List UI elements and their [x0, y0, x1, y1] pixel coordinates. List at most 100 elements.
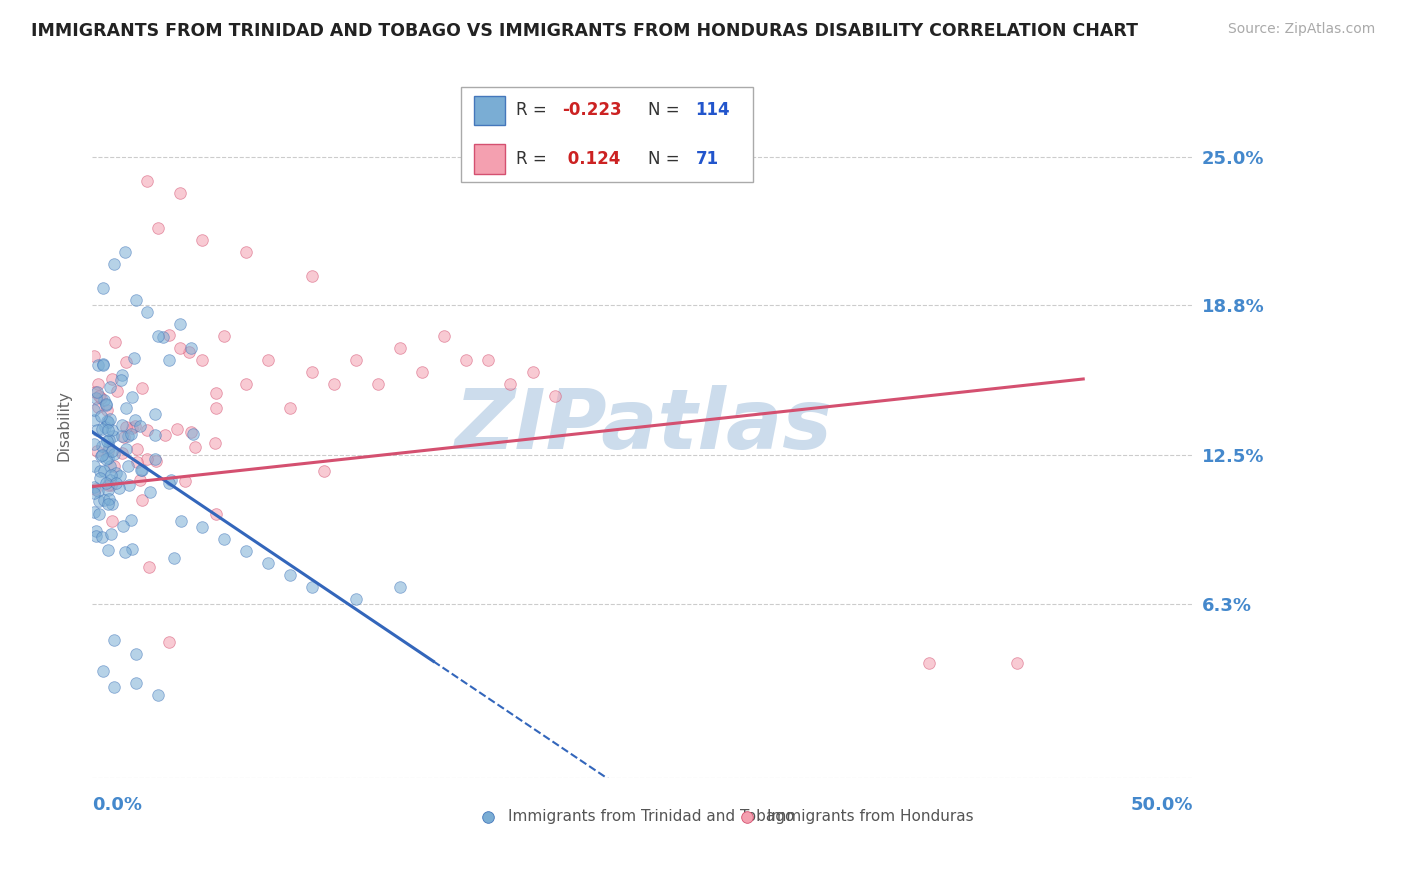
- Point: [93, 419, 115, 434]
- Point: [120, 426, 142, 441]
- Point: [477, 352, 499, 367]
- Point: [121, 421, 143, 435]
- Point: [169, 341, 191, 355]
- Point: [131, 463, 153, 477]
- Point: [104, 476, 127, 491]
- Text: N =: N =: [648, 102, 679, 120]
- Point: [257, 556, 280, 570]
- Point: [184, 441, 207, 455]
- Point: [84, 529, 107, 543]
- Point: [136, 173, 159, 187]
- Point: [98, 412, 121, 426]
- Point: [1392, 879, 1406, 892]
- Point: [101, 429, 124, 443]
- Point: [120, 513, 142, 527]
- Text: 71: 71: [696, 150, 718, 168]
- Point: [97, 440, 120, 454]
- Point: [101, 497, 124, 511]
- Point: [522, 365, 544, 379]
- Point: [157, 635, 180, 649]
- Point: [124, 419, 146, 434]
- Point: [96, 444, 118, 458]
- Point: [93, 464, 115, 478]
- Point: [169, 514, 191, 528]
- Point: [89, 464, 111, 478]
- Point: [411, 365, 433, 379]
- Point: [129, 418, 152, 433]
- Point: [87, 358, 110, 372]
- Point: [121, 390, 143, 404]
- Point: [83, 437, 105, 451]
- Point: [87, 508, 110, 522]
- Point: [191, 352, 214, 367]
- Point: [100, 443, 122, 458]
- Point: [107, 481, 129, 495]
- Point: [83, 486, 105, 500]
- Point: [131, 381, 153, 395]
- Point: [103, 632, 125, 647]
- Point: [83, 458, 105, 473]
- Point: [97, 491, 120, 506]
- Point: [96, 403, 118, 417]
- Point: [344, 352, 367, 367]
- Point: [205, 401, 228, 416]
- Point: [98, 473, 121, 487]
- Point: [204, 436, 226, 450]
- Point: [115, 401, 138, 416]
- Point: [84, 524, 107, 539]
- Point: [143, 428, 166, 442]
- Point: [278, 568, 301, 582]
- Point: [115, 355, 138, 369]
- Point: [169, 317, 191, 331]
- Point: [191, 233, 214, 247]
- Text: Source: ZipAtlas.com: Source: ZipAtlas.com: [1227, 22, 1375, 37]
- Point: [157, 352, 180, 367]
- Point: [143, 408, 166, 422]
- Point: [918, 657, 941, 671]
- Point: [103, 459, 125, 474]
- Point: [235, 544, 257, 558]
- Point: [543, 389, 565, 403]
- Point: [100, 423, 122, 437]
- Point: [100, 478, 122, 492]
- Point: [112, 518, 135, 533]
- Point: [235, 245, 257, 260]
- Point: [97, 424, 120, 438]
- Point: [84, 391, 107, 405]
- Point: [257, 352, 280, 367]
- Point: [100, 527, 122, 541]
- Point: [93, 492, 115, 507]
- Point: [117, 478, 139, 492]
- Point: [389, 341, 412, 355]
- Point: [125, 647, 148, 661]
- Point: [87, 400, 110, 414]
- Point: [89, 471, 111, 485]
- Point: [122, 351, 145, 365]
- Point: [111, 429, 134, 443]
- Point: [1005, 657, 1028, 671]
- Point: [98, 380, 121, 394]
- Text: ZIPatlas: ZIPatlas: [454, 385, 831, 467]
- Point: [125, 675, 148, 690]
- Bar: [474, 145, 505, 174]
- Point: [94, 397, 117, 411]
- Point: [90, 391, 112, 405]
- Point: [97, 415, 120, 429]
- Point: [191, 520, 214, 534]
- Point: [278, 401, 301, 415]
- Point: [111, 446, 134, 460]
- Point: [433, 329, 456, 343]
- Text: 0.124: 0.124: [562, 150, 620, 168]
- Point: [83, 482, 105, 496]
- Point: [84, 384, 107, 399]
- Point: [117, 429, 139, 443]
- Point: [83, 505, 105, 519]
- Point: [301, 580, 323, 594]
- Point: [499, 376, 522, 391]
- Point: [114, 245, 136, 260]
- Point: [103, 447, 125, 461]
- Point: [91, 359, 114, 373]
- Point: [174, 475, 197, 489]
- Point: [103, 335, 125, 350]
- Point: [91, 281, 114, 295]
